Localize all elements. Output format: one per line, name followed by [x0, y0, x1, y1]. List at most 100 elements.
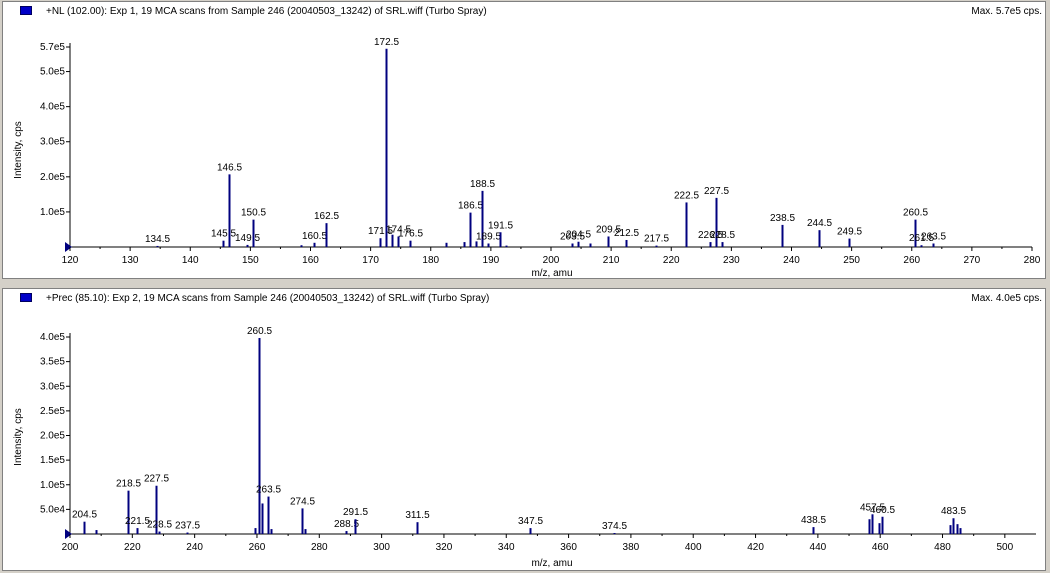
peak-label: 249.5	[837, 227, 862, 238]
peak-label: 189.5	[476, 231, 501, 242]
peak-label: 228.5	[710, 230, 735, 241]
peak-label: 191.5	[488, 220, 513, 231]
peak-label: 374.5	[602, 521, 627, 532]
spectrum-panel-2[interactable]: +Prec (85.10): Exp 2, 19 MCA scans from …	[2, 288, 1046, 571]
peak-label: 244.5	[807, 218, 832, 229]
y-tick-label: 2.0e5	[40, 431, 65, 442]
y-tick-label: 5.0e4	[40, 504, 65, 515]
peak-label: 347.5	[518, 516, 543, 527]
x-tick-label: 130	[122, 255, 139, 266]
peak-label: 204.5	[72, 510, 97, 521]
peak-label: 291.5	[343, 507, 368, 518]
x-tick-label: 250	[843, 255, 860, 266]
x-tick-label: 240	[186, 542, 203, 553]
x-tick-label: 200	[543, 255, 560, 266]
peak-label: 218.5	[116, 479, 141, 490]
peak-label: 188.5	[470, 179, 495, 190]
peak-label: 162.5	[314, 211, 339, 222]
x-tick-label: 230	[723, 255, 740, 266]
y-tick-label: 3.0e5	[40, 381, 65, 392]
x-tick-label: 170	[362, 255, 379, 266]
peak-label: 149.5	[235, 233, 260, 244]
peak-label: 146.5	[217, 162, 242, 173]
panel-1-max-intensity: Max. 5.7e5 cps.	[971, 6, 1042, 17]
peak-label: 160.5	[302, 231, 327, 242]
y-tick-label: 1.0e5	[40, 207, 65, 218]
spectrum-panel-1[interactable]: +NL (102.00): Exp 1, 19 MCA scans from S…	[2, 1, 1046, 279]
x-tick-label: 440	[810, 542, 827, 553]
x-tick-label: 210	[603, 255, 620, 266]
peak-label: 483.5	[941, 506, 966, 517]
y-tick-label: 5.0e5	[40, 67, 65, 78]
x-tick-label: 320	[436, 542, 453, 553]
x-tick-label: 150	[242, 255, 259, 266]
y-tick-label: 2.0e5	[40, 172, 65, 183]
peak-label: 212.5	[614, 228, 639, 239]
peak-label: 238.5	[770, 213, 795, 224]
peak-label: 227.5	[704, 186, 729, 197]
peak-label: 263.5	[921, 231, 946, 242]
x-tick-label: 200	[62, 542, 79, 553]
x-tick-label: 380	[623, 542, 640, 553]
x-tick-label: 280	[311, 542, 328, 553]
x-tick-label: 480	[934, 542, 951, 553]
panel-1-title: +NL (102.00): Exp 1, 19 MCA scans from S…	[46, 6, 487, 17]
x-tick-label: 190	[483, 255, 500, 266]
peak-label: 172.5	[374, 37, 399, 48]
peak-label: 228.5	[147, 520, 172, 531]
spectrum-chart-2[interactable]: Intensity, cps m/z, amu 200 220 240 260 280 3…	[3, 289, 1045, 570]
peak-label: 288.5	[334, 519, 359, 530]
x-tick-label: 260	[249, 542, 266, 553]
y-tick-label: 5.7e5	[40, 42, 65, 53]
x-tick-label: 340	[498, 542, 515, 553]
y-tick-label: 4.0e5	[40, 332, 65, 343]
panel-2-max-intensity: Max. 4.0e5 cps.	[971, 293, 1042, 304]
peak-label: 237.5	[175, 521, 200, 532]
peak-label: 260.5	[903, 208, 928, 219]
peak-label: 438.5	[801, 515, 826, 526]
x-tick-label: 270	[964, 255, 981, 266]
peak-label: 145.5	[211, 229, 236, 240]
x-axis-label: m/z, amu	[531, 558, 572, 569]
x-tick-label: 120	[62, 255, 79, 266]
spectrum-chart-1[interactable]: Intensity, cps m/z, amu 120 130 140 150 160 1…	[3, 2, 1045, 278]
y-axis-label: Intensity, cps	[13, 408, 24, 466]
panel-2-title: +Prec (85.10): Exp 2, 19 MCA scans from …	[46, 293, 490, 304]
peak-label: 176.5	[398, 229, 423, 240]
peak-label: 209.5	[596, 224, 621, 235]
peak-label: 226.5	[698, 230, 723, 241]
x-tick-label: 160	[302, 255, 319, 266]
x-tick-label: 220	[663, 255, 680, 266]
x-tick-label: 240	[783, 255, 800, 266]
y-tick-label: 3.0e5	[40, 137, 65, 148]
peak-label: 150.5	[241, 208, 266, 219]
peak-label: 457.5	[860, 502, 885, 513]
x-tick-label: 220	[124, 542, 141, 553]
y-tick-label: 1.5e5	[40, 455, 65, 466]
peak-label: 204.5	[566, 230, 591, 241]
y-axis-label: Intensity, cps	[13, 121, 24, 179]
peak-label: 261.5	[909, 233, 934, 244]
peak-label: 260.5	[247, 326, 272, 337]
axis-cursor-arrow-icon[interactable]	[65, 242, 72, 252]
y-tick-label: 3.5e5	[40, 357, 65, 368]
axis-cursor-arrow-icon[interactable]	[65, 529, 72, 539]
x-tick-label: 420	[747, 542, 764, 553]
peak-label: 174.5	[386, 224, 411, 235]
panel-2-active-marker[interactable]	[20, 293, 32, 302]
x-tick-label: 140	[182, 255, 199, 266]
panel-2-header: +Prec (85.10): Exp 2, 19 MCA scans from …	[3, 289, 1045, 307]
x-tick-label: 500	[996, 542, 1013, 553]
x-tick-label: 360	[560, 542, 577, 553]
y-tick-label: 4.0e5	[40, 102, 65, 113]
peak-label: 311.5	[405, 510, 430, 521]
peak-label: 263.5	[256, 485, 281, 496]
x-tick-label: 180	[422, 255, 439, 266]
x-tick-label: 260	[903, 255, 920, 266]
x-tick-label: 280	[1024, 255, 1041, 266]
panel-1-header: +NL (102.00): Exp 1, 19 MCA scans from S…	[3, 2, 1045, 20]
peak-label: 186.5	[458, 201, 483, 212]
panel-1-active-marker[interactable]	[20, 6, 32, 15]
peak-label: 171.5	[368, 226, 393, 237]
x-axis-label: m/z, amu	[531, 268, 572, 278]
